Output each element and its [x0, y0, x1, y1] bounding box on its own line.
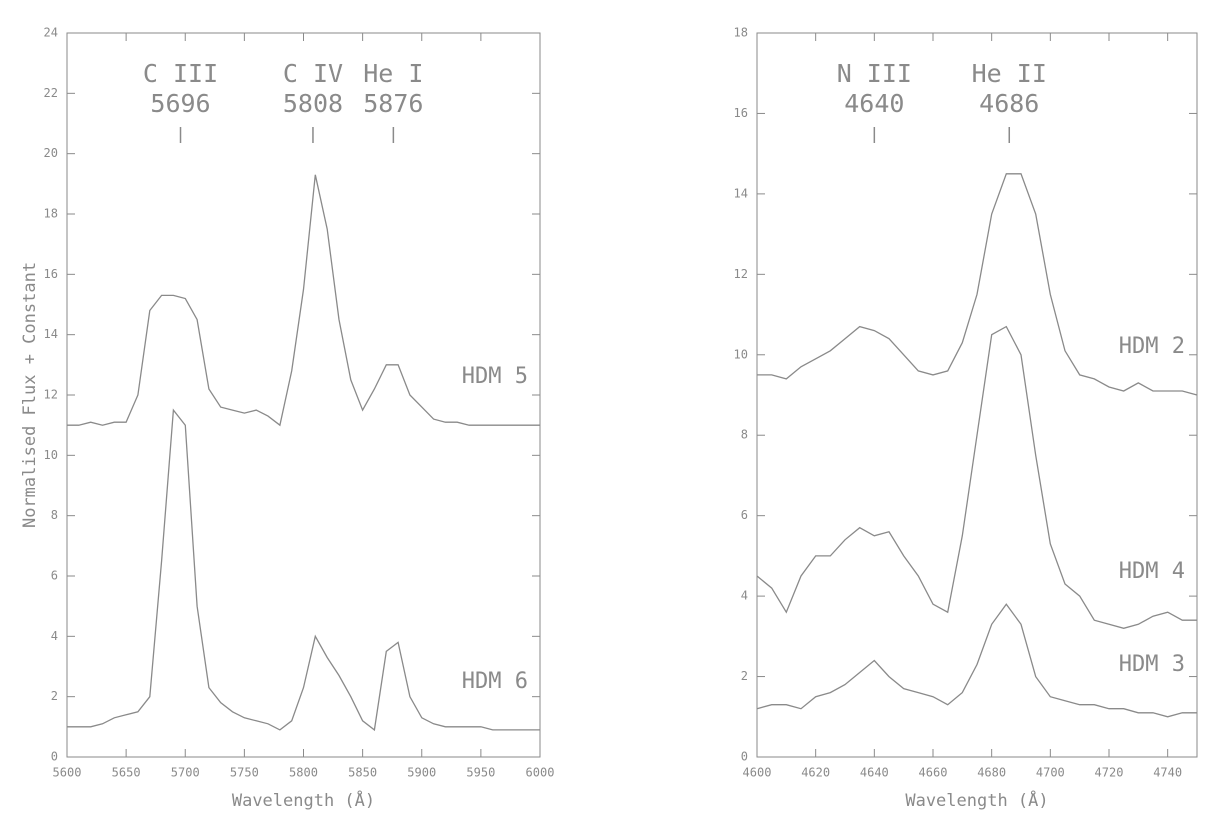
x-axis-label: Wavelength (Å) — [905, 789, 1048, 811]
x-tick-label: 5650 — [112, 766, 141, 780]
line-wavelength: 5696 — [150, 89, 210, 118]
x-tick-label: 4700 — [1036, 766, 1065, 780]
series-label: HDM 2 — [1119, 334, 1185, 359]
y-tick-label: 0 — [51, 750, 58, 764]
x-tick-label: 5900 — [407, 766, 436, 780]
spectrum — [67, 408, 540, 732]
x-tick-label: 6000 — [526, 766, 555, 780]
y-tick-label: 16 — [734, 106, 748, 120]
x-axis-label: Wavelength (Å) — [232, 789, 375, 811]
plot-frame — [756, 32, 1198, 758]
x-tick-label: 4740 — [1153, 766, 1182, 780]
line-name: He I — [363, 59, 423, 88]
y-tick-label: 20 — [44, 146, 58, 160]
y-tick-label: 8 — [51, 508, 58, 522]
line-wavelength: 4640 — [844, 89, 904, 118]
y-tick-label: 14 — [734, 186, 748, 200]
line-wavelength: 4686 — [979, 89, 1039, 118]
x-tick-label: 4660 — [919, 766, 948, 780]
x-tick-label: 5950 — [466, 766, 495, 780]
line-name: N III — [837, 59, 912, 88]
y-tick-label: 4 — [51, 629, 58, 643]
x-tick-label: 4620 — [801, 766, 830, 780]
y-tick-label: 12 — [44, 388, 58, 402]
x-tick-label: 5850 — [348, 766, 377, 780]
y-tick-label: 10 — [734, 347, 748, 361]
line-wavelength: 5808 — [283, 89, 343, 118]
y-tick-label: 6 — [741, 508, 748, 522]
y-tick-label: 18 — [734, 26, 748, 40]
y-tick-label: 10 — [44, 448, 58, 462]
series-label: HDM 5 — [462, 364, 528, 389]
line-name: He II — [972, 59, 1047, 88]
y-tick-label: 0 — [741, 750, 748, 764]
line-name: C IV — [283, 59, 343, 88]
line-name: C III — [143, 59, 218, 88]
spectrum — [757, 173, 1198, 396]
x-tick-label: 4640 — [860, 766, 889, 780]
y-tick-label: 4 — [741, 589, 748, 603]
y-axis-label: Normalised Flux + Constant — [20, 262, 40, 528]
y-tick-label: 2 — [51, 689, 58, 703]
spectrum — [67, 174, 540, 427]
x-tick-label: 5800 — [289, 766, 318, 780]
spectrum — [756, 603, 1197, 718]
series-label: HDM 4 — [1119, 559, 1185, 584]
panel: 0 2 4 6 8 10 12 14 16 18 4600 4620 4640 4660 4680 4700 4… — [734, 26, 1198, 811]
x-tick-label: 4680 — [977, 766, 1006, 780]
x-tick-label: 5600 — [53, 766, 82, 780]
y-tick-label: 8 — [741, 428, 748, 442]
y-tick-label: 2 — [741, 669, 748, 683]
y-tick-label: 6 — [51, 569, 58, 583]
y-tick-label: 14 — [44, 327, 58, 341]
line-wavelength: 5876 — [363, 89, 423, 118]
x-tick-label: 5700 — [171, 766, 200, 780]
x-tick-label: 4720 — [1095, 766, 1124, 780]
y-tick-label: 18 — [44, 207, 58, 221]
y-tick-label: 12 — [734, 267, 748, 281]
y-tick-label: 16 — [44, 267, 58, 281]
x-tick-label: 4600 — [743, 766, 772, 780]
series-label: HDM 6 — [462, 669, 528, 694]
spectrum — [756, 325, 1197, 629]
y-tick-label: 24 — [44, 26, 58, 40]
y-tick-label: 22 — [44, 86, 58, 100]
x-tick-label: 5750 — [230, 766, 259, 780]
series-label: HDM 3 — [1119, 652, 1185, 677]
